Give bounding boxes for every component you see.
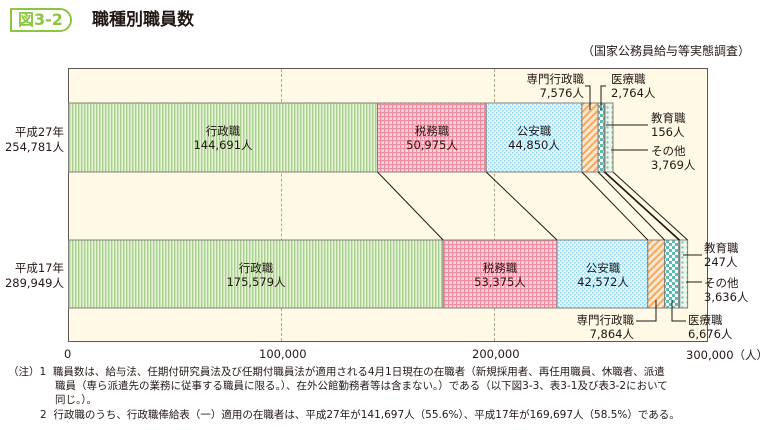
segment-value: 53,375人 bbox=[474, 275, 526, 289]
segment-h27-senmon bbox=[581, 102, 599, 173]
segment-h17-sonota bbox=[679, 239, 689, 309]
label-h17-senmon: 専門行政職 7,864人 bbox=[570, 313, 635, 341]
note-1-line-1: 職員数は、給与法、任期付研究員法及び任期付職員法が適用される4月1日現在の在職者… bbox=[52, 366, 665, 378]
segment-h27-zeimushoku bbox=[377, 102, 487, 173]
note-2: 2 行政職のうち、行政職俸給表（一）適用の在職者は、平成27年が141,697人… bbox=[40, 408, 680, 422]
segment-value: 7,864人 bbox=[589, 327, 634, 341]
x-tick-200000: 200,000 bbox=[472, 347, 520, 361]
label-h17-kyoikushoku: 教育職 247人 bbox=[704, 241, 760, 269]
note-2-number: 2 bbox=[40, 409, 47, 421]
segment-name: 専門行政職 bbox=[576, 313, 635, 327]
label-h17-sonota: その他 3,636人 bbox=[704, 276, 760, 304]
segment-value: 6,676人 bbox=[688, 327, 733, 341]
segment-value: 175,579人 bbox=[226, 275, 286, 289]
segment-value: 2,764人 bbox=[611, 86, 656, 100]
label-h27-koanshoku: 公安職 44,850人 bbox=[484, 124, 584, 152]
segment-name: その他 bbox=[704, 276, 739, 290]
note-prefix: （注）1 bbox=[8, 366, 47, 378]
segment-value: 42,572人 bbox=[577, 275, 629, 289]
bar-h27 bbox=[68, 102, 614, 173]
segment-value: 7,576人 bbox=[539, 86, 584, 100]
note-1-line-2: 職員（専ら派遣先の業務に従事する職員に限る。）、在外公館勤務者等は含まない。）で… bbox=[55, 380, 668, 392]
segment-h17-iryoshoku bbox=[664, 239, 680, 309]
note-1: （注）1 職員数は、給与法、任期付研究員法及び任期付職員法が適用される4月1日現… bbox=[8, 365, 665, 379]
segment-name: 税務職 bbox=[414, 124, 450, 138]
segment-h27-iryoshoku bbox=[597, 102, 605, 173]
segment-h17-zeimushoku bbox=[442, 239, 558, 309]
segment-name: 専門行政職 bbox=[526, 72, 585, 86]
segment-name: その他 bbox=[651, 144, 686, 158]
label-h27-iryoshoku: 医療職 2,764人 bbox=[611, 72, 671, 100]
x-tick-300000: 300,000（人） bbox=[686, 348, 760, 362]
segment-h17-koanshoku bbox=[556, 239, 649, 309]
label-h27-senmon: 専門行政職 7,576人 bbox=[520, 72, 585, 100]
x-tick-0: 0 bbox=[64, 347, 72, 361]
row-label-h27: 平成27年 254,781人 bbox=[0, 125, 64, 159]
x-tick-100000: 100,000 bbox=[259, 347, 307, 361]
label-h27-gyoseishoku: 行政職 144,691人 bbox=[173, 124, 273, 152]
segment-value: 50,975人 bbox=[406, 138, 458, 152]
segment-value: 3,769人 bbox=[651, 158, 696, 172]
label-h17-zeimushoku: 税務職 53,375人 bbox=[450, 261, 550, 289]
row-year-h17: 平成17年 bbox=[14, 261, 64, 275]
row-label-h17: 平成17年 289,949人 bbox=[0, 261, 64, 295]
label-h17-gyoseishoku: 行政職 175,579人 bbox=[206, 261, 306, 289]
segment-h27-sonota bbox=[604, 102, 614, 173]
row-total-h27: 254,781人 bbox=[4, 140, 64, 154]
label-h27-sonota: その他 3,769人 bbox=[651, 144, 711, 172]
segment-name: 教育職 bbox=[704, 241, 739, 255]
segment-name: 公安職 bbox=[516, 124, 552, 138]
row-total-h17: 289,949人 bbox=[4, 276, 64, 290]
label-h17-koanshoku: 公安職 42,572人 bbox=[553, 261, 653, 289]
segment-h17-gyoseishoku bbox=[68, 239, 444, 309]
note-1-line-3: 同じ。）。 bbox=[55, 394, 97, 406]
segment-name: 教育職 bbox=[651, 111, 686, 125]
label-h27-kyoikushoku: 教育職 156人 bbox=[651, 111, 711, 139]
leader-lines-h27 bbox=[585, 85, 648, 151]
gridline-200000 bbox=[494, 69, 495, 341]
data-source: （国家公務員給与等実態調査） bbox=[581, 44, 750, 58]
segment-name: 行政職 bbox=[238, 261, 274, 275]
segment-name: 医療職 bbox=[688, 313, 723, 327]
note-2-text: 行政職のうち、行政職俸給表（一）適用の在職者は、平成27年が141,697人（5… bbox=[53, 409, 680, 421]
leader-lines-h17 bbox=[636, 254, 702, 322]
bar-h17 bbox=[68, 239, 689, 309]
row-year-h27: 平成27年 bbox=[14, 125, 64, 139]
figure-title: 職種別職員数 bbox=[92, 10, 194, 30]
segment-name: 公安職 bbox=[585, 261, 621, 275]
label-h17-iryoshoku: 医療職 6,676人 bbox=[688, 313, 748, 341]
segment-value: 247人 bbox=[704, 255, 738, 269]
segment-name: 行政職 bbox=[205, 124, 241, 138]
segment-value: 44,850人 bbox=[508, 138, 560, 152]
segment-name: 医療職 bbox=[611, 72, 646, 86]
segment-value: 144,691人 bbox=[193, 138, 253, 152]
bar-connector-lines bbox=[377, 171, 688, 241]
label-h27-zeimushoku: 税務職 50,975人 bbox=[382, 124, 482, 152]
segment-h27-gyoseishoku bbox=[68, 102, 378, 173]
segment-value: 3,636人 bbox=[704, 290, 749, 304]
gridline-100000 bbox=[281, 69, 282, 341]
figure-number-badge: 図3-2 bbox=[10, 8, 72, 32]
segment-h27-koanshoku bbox=[485, 102, 583, 173]
segment-value: 156人 bbox=[651, 125, 685, 139]
segment-name: 税務職 bbox=[482, 261, 518, 275]
